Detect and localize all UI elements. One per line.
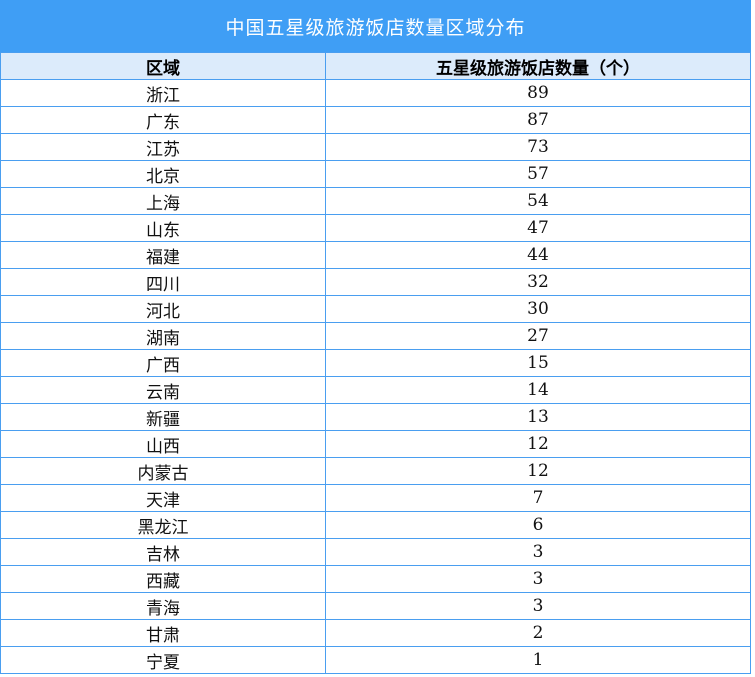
region-cell: 江苏 [0,133,326,161]
region-cell: 青海 [0,592,326,620]
region-cell: 吉林 [0,538,326,566]
count-cell: 89 [325,79,751,107]
table-row: 黑龙江 6 [0,511,751,539]
region-cell: 上海 [0,187,326,215]
table-row: 湖南 27 [0,322,751,350]
table-row: 北京 57 [0,160,751,188]
count-cell: 87 [325,106,751,134]
table-row: 云南 14 [0,376,751,404]
table-row: 山东 47 [0,214,751,242]
count-cell: 12 [325,457,751,485]
table-row: 青海 3 [0,592,751,620]
table-row: 新疆 13 [0,403,751,431]
count-cell: 73 [325,133,751,161]
count-cell: 1 [325,646,751,674]
region-cell: 山西 [0,430,326,458]
count-cell: 57 [325,160,751,188]
table-row: 福建 44 [0,241,751,269]
count-cell: 3 [325,538,751,566]
region-cell: 天津 [0,484,326,512]
table-row: 江苏 73 [0,133,751,161]
table-row: 吉林 3 [0,538,751,566]
region-cell: 福建 [0,241,326,269]
region-cell: 湖南 [0,322,326,350]
count-cell: 3 [325,565,751,593]
region-cell: 宁夏 [0,646,326,674]
region-cell: 浙江 [0,79,326,107]
count-cell: 32 [325,268,751,296]
table-title: 中国五星级旅游饭店数量区域分布 [0,0,751,52]
count-cell: 44 [325,241,751,269]
table-row: 甘肃 2 [0,619,751,647]
region-cell: 内蒙古 [0,457,326,485]
table-row: 广西 15 [0,349,751,377]
region-cell: 广西 [0,349,326,377]
table-row: 河北 30 [0,295,751,323]
table-row: 上海 54 [0,187,751,215]
count-cell: 12 [325,430,751,458]
count-cell: 14 [325,376,751,404]
data-table: 区域 五星级旅游饭店数量（个） 浙江 89 广东 87 江苏 73 北京 57 上海 54 山东 47… [0,52,751,674]
region-cell: 西藏 [0,565,326,593]
region-cell: 新疆 [0,403,326,431]
count-cell: 54 [325,187,751,215]
count-cell: 6 [325,511,751,539]
count-cell: 15 [325,349,751,377]
count-cell: 27 [325,322,751,350]
count-cell: 2 [325,619,751,647]
table-row: 山西 12 [0,430,751,458]
header-row: 区域 五星级旅游饭店数量（个） [0,52,751,80]
header-region: 区域 [0,52,326,80]
table-row: 内蒙古 12 [0,457,751,485]
table-row: 浙江 89 [0,79,751,107]
region-cell: 河北 [0,295,326,323]
region-cell: 黑龙江 [0,511,326,539]
table-row: 四川 32 [0,268,751,296]
table-row: 宁夏 1 [0,646,751,674]
count-cell: 3 [325,592,751,620]
table-row: 天津 7 [0,484,751,512]
region-cell: 广东 [0,106,326,134]
region-cell: 甘肃 [0,619,326,647]
region-cell: 云南 [0,376,326,404]
header-count: 五星级旅游饭店数量（个） [325,52,751,80]
count-cell: 13 [325,403,751,431]
region-cell: 北京 [0,160,326,188]
count-cell: 30 [325,295,751,323]
count-cell: 47 [325,214,751,242]
region-cell: 山东 [0,214,326,242]
region-cell: 四川 [0,268,326,296]
table-row: 广东 87 [0,106,751,134]
count-cell: 7 [325,484,751,512]
table-row: 西藏 3 [0,565,751,593]
